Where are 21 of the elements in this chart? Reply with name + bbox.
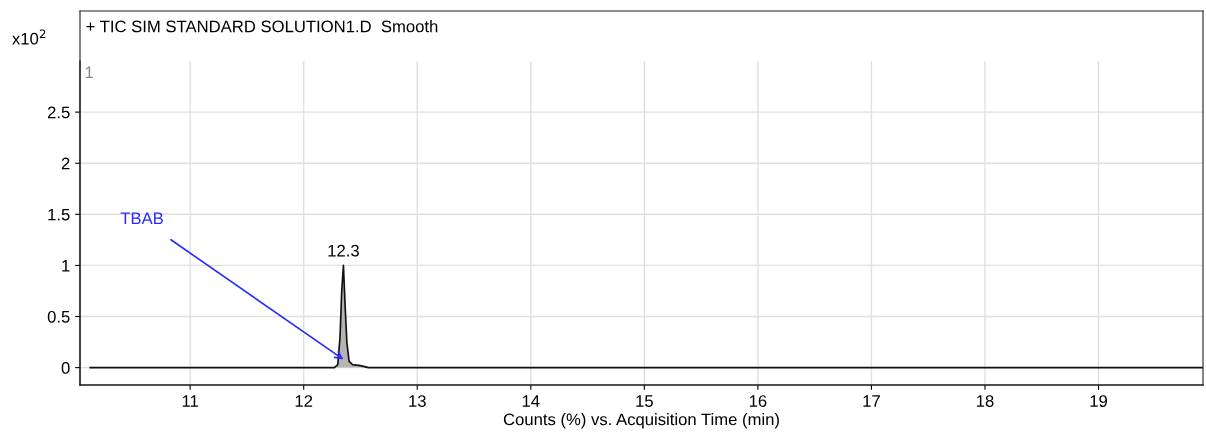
chart-title: + TIC SIM STANDARD SOLUTION1.D Smooth: [86, 20, 438, 33]
y-tick-label: 0.5: [47, 310, 70, 323]
y-tick-label: 2.5: [47, 106, 70, 119]
x-tick-label: 16: [749, 395, 767, 407]
annotation: TBAB: [120, 212, 163, 225]
x-tick-label: 14: [522, 395, 540, 407]
x-tick-label: 12: [295, 395, 313, 407]
annotation: 12.3: [328, 244, 359, 257]
x-tick-label: 15: [636, 395, 653, 407]
x-tick-label: 18: [976, 395, 994, 407]
y-tick-label: 1.5: [48, 208, 70, 221]
y-tick-label: 0: [61, 362, 70, 374]
y-tick-label: 2: [61, 157, 70, 170]
x-tick-label: 19: [1090, 395, 1108, 407]
x-tick-label: 17: [863, 395, 880, 407]
y-tick-label: 1: [62, 259, 70, 272]
x-tick-label: 11: [182, 395, 198, 407]
y-axis-title: x10$^{2}$: [12, 29, 46, 45]
x-axis-title: Counts (%) vs. Acquisition Time (min): [503, 413, 779, 429]
annotation: 1: [85, 66, 93, 78]
x-tick-label: 13: [409, 395, 426, 407]
